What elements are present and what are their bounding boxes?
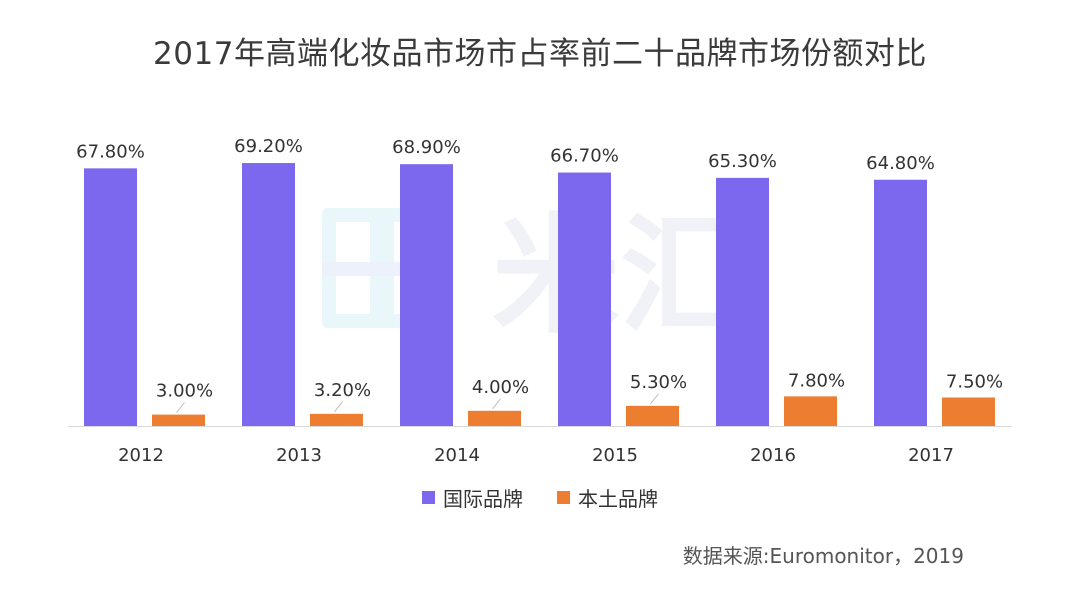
legend-swatch-domestic (557, 491, 570, 504)
data-label-international: 69.20% (234, 136, 303, 157)
data-label-leader-line (176, 402, 185, 413)
data-label-domestic: 3.20% (314, 380, 371, 401)
x-tick-label: 2017 (908, 445, 954, 466)
data-label-leader-line (492, 398, 501, 410)
legend-item-international: 国际品牌 (422, 483, 523, 512)
bar-international (242, 163, 295, 427)
data-label-leader-line (334, 401, 343, 413)
x-tick-label: 2014 (434, 445, 480, 466)
data-label-international: 67.80% (76, 141, 145, 162)
data-label-domestic: 4.00% (472, 377, 529, 398)
data-label-leader-line (650, 393, 659, 405)
data-label-international: 68.90% (392, 137, 461, 158)
bar-domestic (626, 405, 679, 426)
bar-domestic (152, 414, 205, 426)
bar-international (874, 179, 927, 426)
data-label-international: 64.80% (866, 153, 935, 174)
x-tick-label: 2016 (750, 445, 796, 466)
chart-title: 2017年高端化妆品市场市占率前二十品牌市场份额对比 (153, 36, 927, 72)
data-label-international: 65.30% (708, 151, 777, 172)
bar-international (84, 168, 137, 427)
watermark-logo: 米汇 (322, 202, 748, 351)
bar-domestic (942, 397, 995, 426)
bar-domestic (784, 396, 837, 426)
data-label-international: 66.70% (550, 146, 619, 167)
x-tick-label: 2013 (276, 445, 322, 466)
x-tick-label: 2012 (118, 445, 164, 466)
data-label-domestic: 5.30% (630, 372, 687, 393)
data-label-domestic: 7.50% (946, 372, 1003, 393)
data-label-domestic: 7.80% (788, 370, 845, 391)
bar-domestic (310, 413, 363, 426)
source-note: 数据来源:Euromonitor，2019 (682, 544, 964, 568)
bar-international (400, 164, 453, 426)
x-tick-label: 2015 (592, 445, 638, 466)
legend-swatch-international (422, 491, 435, 504)
data-label-domestic: 3.00% (156, 381, 213, 402)
chart-legend: 国际品牌 本土品牌 (0, 483, 1080, 512)
legend-label-domestic: 本土品牌 (578, 487, 658, 511)
legend-item-domestic: 本土品牌 (557, 483, 658, 512)
bar-international (716, 177, 769, 426)
bar-domestic (468, 410, 521, 426)
legend-label-international: 国际品牌 (443, 487, 523, 511)
bar-international (558, 172, 611, 426)
watermark-text: 米汇 (492, 202, 748, 351)
